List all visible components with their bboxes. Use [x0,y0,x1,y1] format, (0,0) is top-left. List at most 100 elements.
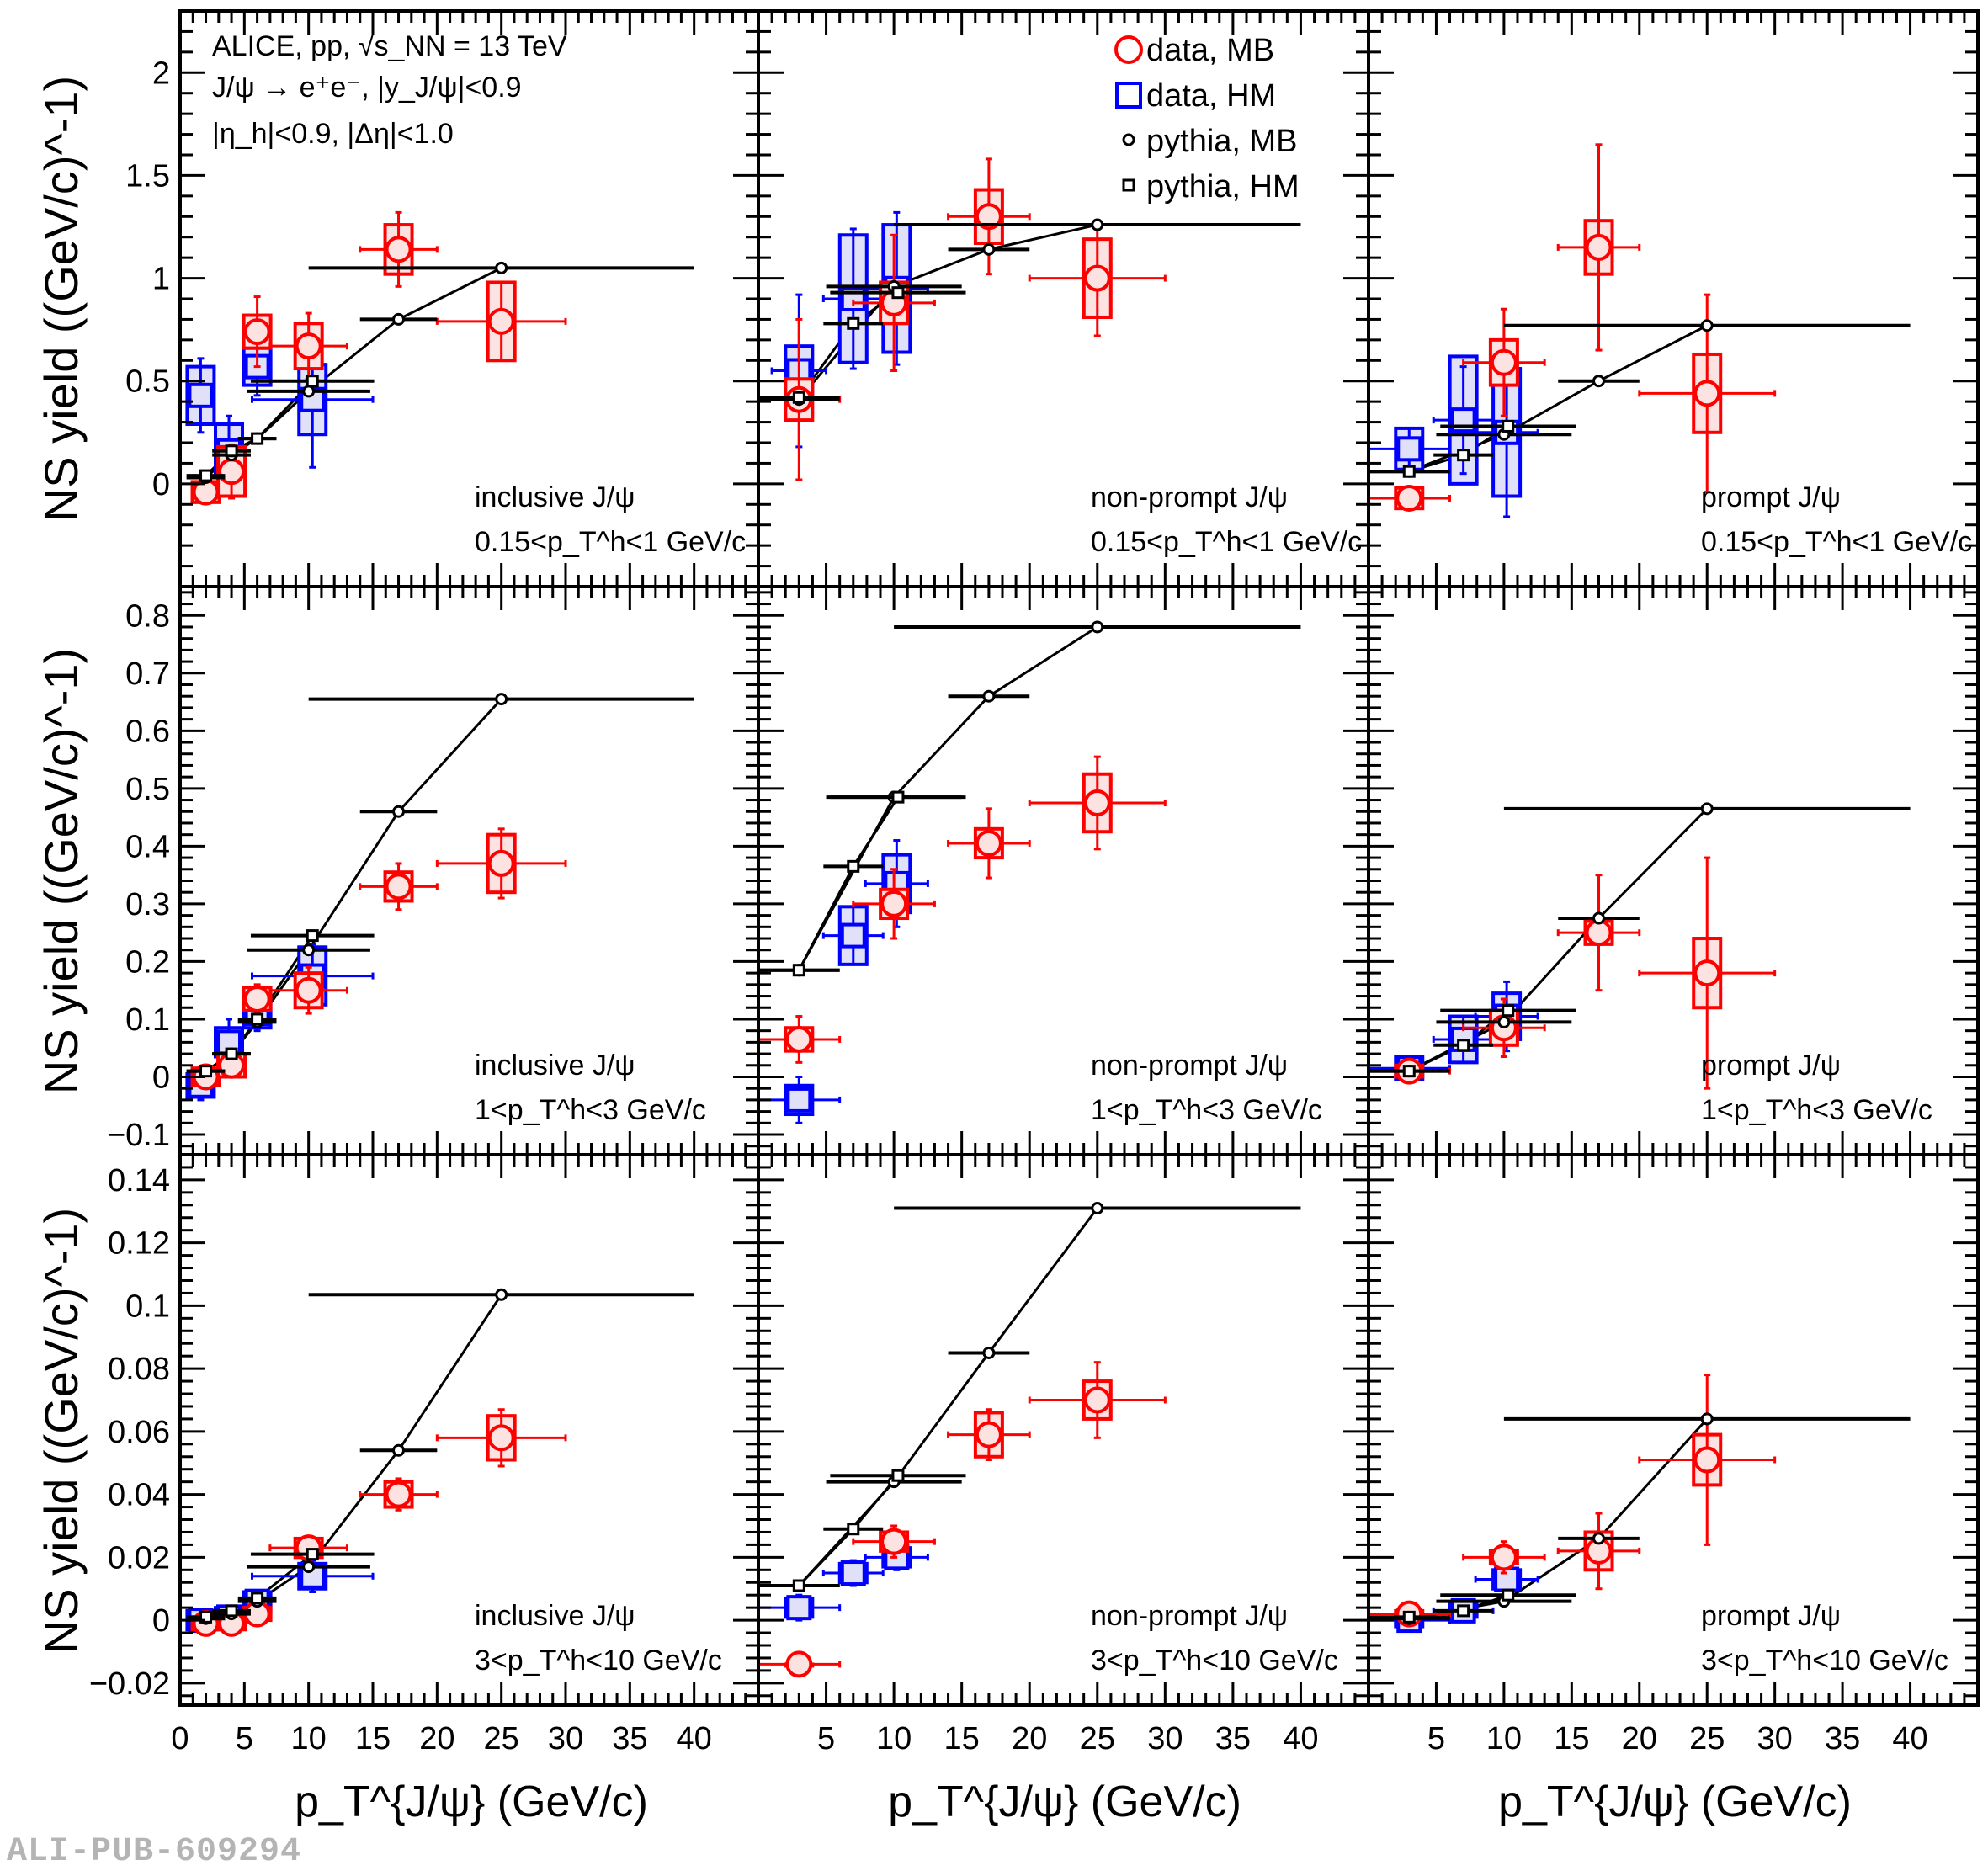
y-tick-label: 0 [152,1603,170,1639]
y-tick-label: 0.5 [125,772,170,807]
pythia-hm-marker [891,1469,905,1482]
panel-species-label: inclusive J/ψ [475,1050,635,1081]
header-line-2: J/ψ → e⁺e⁻, |y_J/ψ|<0.9 [212,72,522,104]
pythia-mb-marker [1091,620,1104,634]
y-tick-label: 0.7 [125,656,170,692]
data-hm-marker [840,922,866,949]
x-tick-label: 5 [817,1721,835,1756]
pythia-mb-marker [1091,1202,1104,1215]
data-mb-marker [785,1650,813,1678]
panel-1-2 [1367,802,1911,1090]
panel-1-1 [757,620,1301,1124]
pythia-hm-marker [199,469,213,482]
x-tick-label: 15 [355,1721,391,1756]
pythia-hm-marker [891,790,905,804]
x-axis-title-col2: p_T^{J/ψ} (GeV/c) [888,1778,1241,1826]
header-line-3: |η_h|<0.9, |Δη|<1.0 [212,118,454,150]
pythia-hm-marker [1502,1588,1515,1602]
pythia-hm-marker [891,286,905,300]
y-tick-label: 1.5 [125,158,170,194]
y-tick-label: 0 [152,1060,170,1095]
panel-species-label: inclusive J/ψ [475,481,635,513]
pythia-mb-marker [982,242,996,256]
pythia-hm-marker [199,1065,213,1078]
legend-pythia-hm-label: pythia, HM [1146,169,1300,205]
data-mb-marker [1395,484,1423,512]
x-tick-label: 25 [1080,1721,1115,1756]
panels-group [185,143,1911,1678]
pythia-mb-line [798,625,1098,971]
pythia-mb-marker [392,312,406,326]
y-tick-label: 0 [152,467,170,502]
data-mb-marker [295,332,322,360]
y-tick-label: 1 [152,262,170,297]
panel-assoc-label: 0.15<p_T^h<1 GeV/c [1091,526,1362,558]
x-tick-label: 5 [1427,1721,1445,1756]
pythia-mb-marker [982,689,996,703]
x-tick-label: 20 [419,1721,454,1756]
data-mb-marker [487,1424,515,1452]
y-tick-label: 0.4 [125,829,170,864]
watermark: ALI-PUB-609294 [7,1833,302,1871]
panel-frame [1367,1153,1980,1707]
data-mb-marker [487,849,515,877]
panel-species-label: non-prompt J/ψ [1091,481,1288,513]
pythia-mb-marker [982,1346,996,1359]
data-mb-marker [1693,380,1721,407]
x-tick-label: 30 [1757,1721,1793,1756]
pythia-hm-marker [1402,465,1416,478]
pythia-mb-marker [1091,218,1104,231]
pythia-mb-marker [1592,911,1606,925]
y-tick-label: 0.2 [125,944,170,980]
panel-assoc-label: 1<p_T^h<3 GeV/c [1091,1094,1322,1126]
data-mb-marker [785,1025,813,1053]
pythia-mb-marker [1700,319,1714,332]
x-tick-label: 10 [291,1721,327,1756]
panel-species-label: prompt J/ψ [1701,1600,1841,1632]
data-mb-marker [880,1528,908,1555]
y-tick-label: 0.08 [108,1352,170,1387]
y-tick-label: 2 [152,56,170,91]
pythia-mb-marker [392,805,406,818]
pythia-hm-marker [225,1047,238,1060]
panel-0-1 [757,157,1301,481]
y-tick-label: 0.14 [108,1163,170,1198]
x-tick-label: 15 [944,1721,980,1756]
panel-assoc-label: 1<p_T^h<3 GeV/c [1701,1094,1932,1126]
pythia-mb-marker [1497,1015,1511,1028]
x-tick-label: 35 [1215,1721,1251,1756]
pythia-hm-marker [306,929,319,943]
y-tick-label: 0.5 [125,364,170,400]
pythia-hm-marker [225,1604,238,1618]
panel-1-0 [185,693,694,1102]
data-mb-marker [1585,233,1613,261]
panel-frame [1367,585,1980,1156]
legend-pythia-mb-marker [1122,133,1135,146]
panel-species-label: non-prompt J/ψ [1091,1050,1288,1081]
x-tick-label: 20 [1012,1721,1047,1756]
y-tick-label: 0.02 [108,1540,170,1576]
pythia-mb-marker [495,693,508,706]
x-tick-label: 25 [1689,1721,1725,1756]
x-tick-label: 0 [171,1721,189,1756]
y-tick-label: 0.6 [125,714,170,749]
panel-species-label: non-prompt J/ψ [1091,1600,1288,1632]
data-mb-marker [1490,348,1518,376]
panel-assoc-label: 0.15<p_T^h<1 GeV/c [1701,526,1972,558]
data-mb-marker [1083,1386,1111,1414]
data-mb-marker [880,890,908,917]
data-mb-marker [218,458,246,486]
y-tick-label: 0.3 [125,887,170,922]
pythia-mb-marker [1700,1412,1714,1426]
pythia-hm-marker [792,391,805,404]
y-axis-title-row3: NS yield ((GeV/c)^-1) [35,1208,88,1654]
pythia-mb-marker [495,261,508,274]
data-hm-marker [188,382,214,408]
pythia-hm-marker [1457,1604,1470,1618]
y-axis-title-row1: NS yield ((GeV/c)^-1) [35,76,88,522]
data-mb-marker [1083,264,1111,292]
panel-2-1 [757,1202,1301,1678]
legend-data-mb-label: data, MB [1146,33,1274,68]
legend-data-hm-label: data, HM [1146,78,1276,114]
